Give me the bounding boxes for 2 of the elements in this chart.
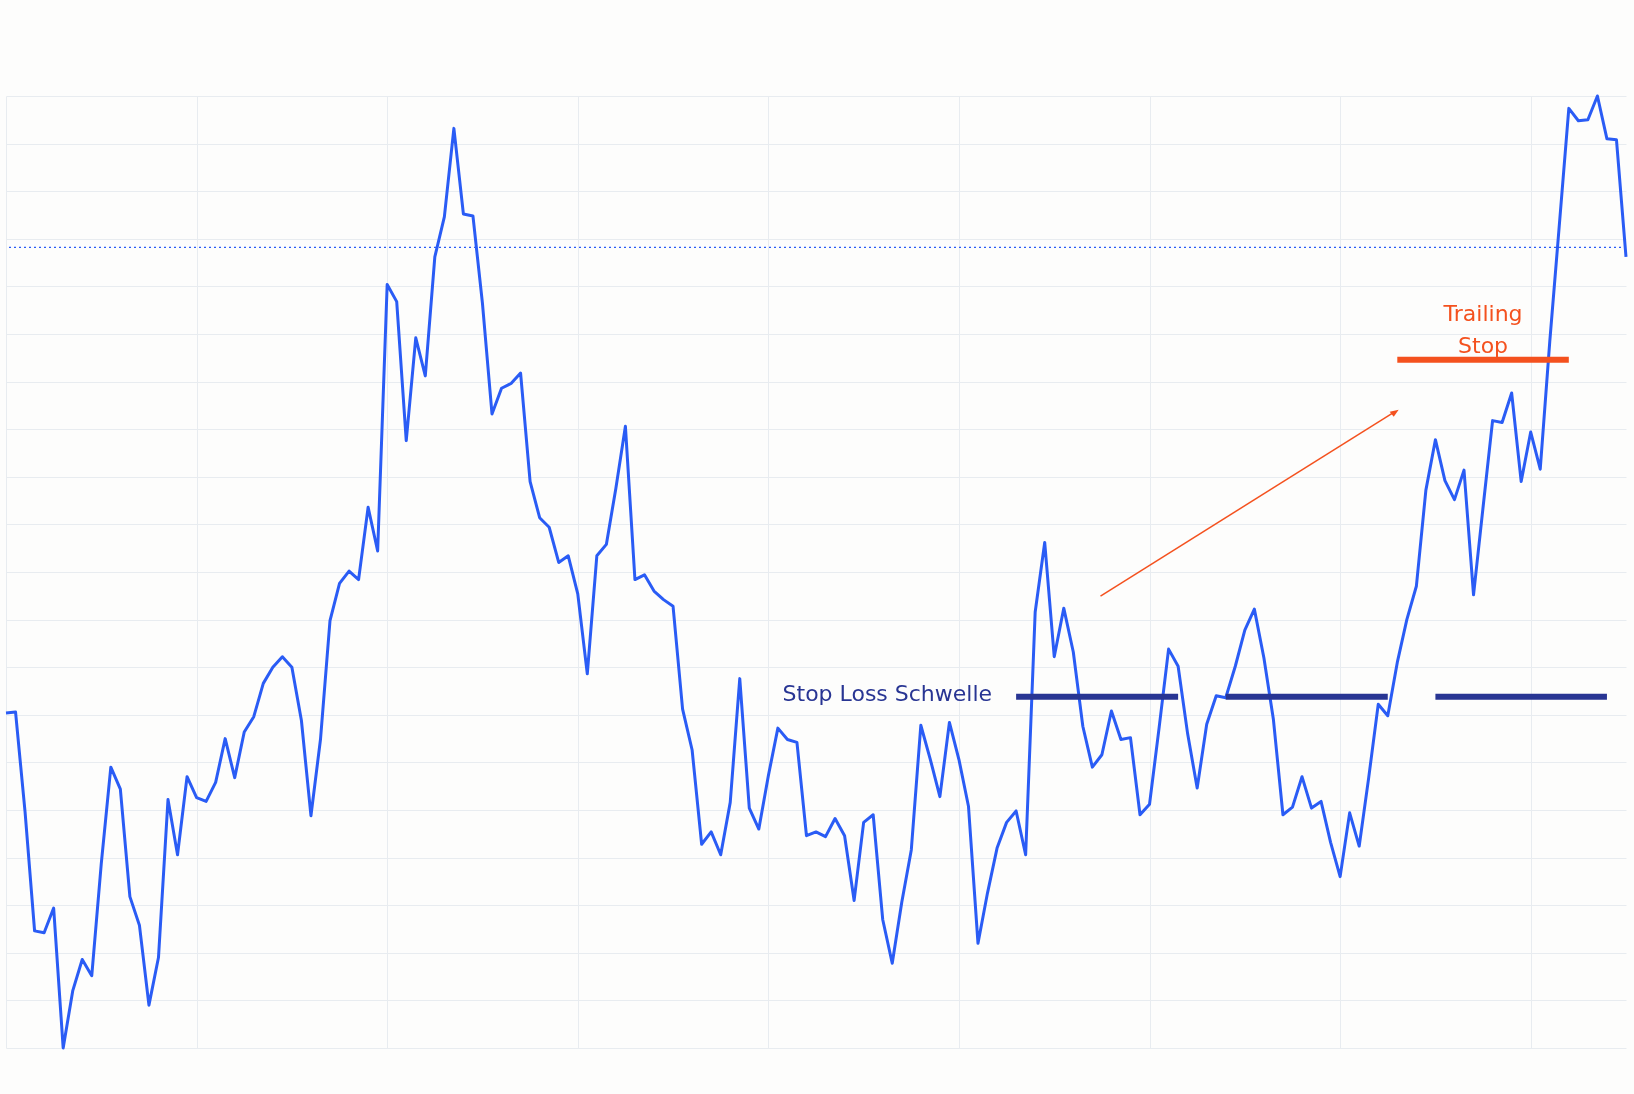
series-label: Stop Loss Schwelle — [782, 680, 993, 706]
series-label: Trailing Stop — [1442, 300, 1523, 358]
